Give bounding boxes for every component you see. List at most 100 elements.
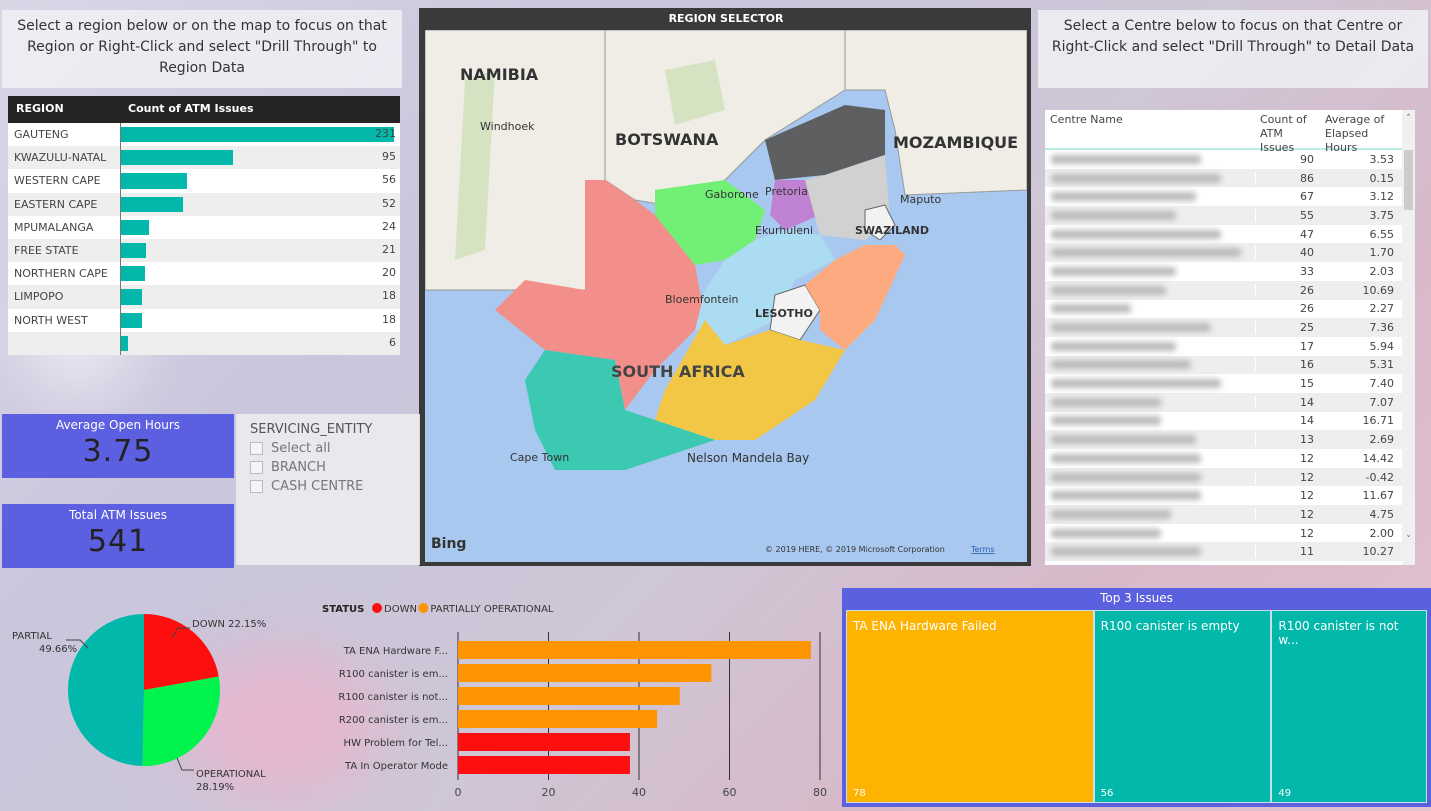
bar[interactable] bbox=[458, 641, 811, 659]
scroll-up-icon[interactable]: ˄ bbox=[1406, 114, 1411, 124]
legend-item[interactable]: DOWN bbox=[384, 604, 417, 615]
map-terms-link[interactable]: Terms bbox=[970, 545, 995, 554]
count-header[interactable]: Count of ATM Issues bbox=[1260, 113, 1307, 154]
map-canvas[interactable]: NAMIBIA Windhoek BOTSWANA Gaborone Preto… bbox=[424, 29, 1028, 562]
bar[interactable] bbox=[458, 687, 680, 705]
centre-row[interactable]: 86 0.15 bbox=[1045, 168, 1402, 188]
region-row[interactable]: 6 bbox=[8, 331, 400, 355]
checkbox[interactable] bbox=[250, 442, 263, 455]
kwazulu-natal-region[interactable] bbox=[805, 245, 905, 350]
tile-value: 78 bbox=[853, 788, 866, 799]
region-row[interactable]: NORTH WEST 18 bbox=[8, 308, 400, 332]
map-label-maputo: Maputo bbox=[900, 193, 941, 206]
northern-cape-region[interactable] bbox=[495, 180, 705, 410]
region-row[interactable]: KWAZULU-NATAL 95 bbox=[8, 146, 400, 170]
centre-row[interactable]: 13 2.69 bbox=[1045, 430, 1402, 449]
avg-hours-header[interactable]: Average of Elapsed Hours bbox=[1325, 113, 1385, 154]
region-bar-cell: 56 bbox=[120, 169, 400, 193]
x-tick-label: 40 bbox=[632, 786, 646, 799]
kpi-label: Total ATM Issues bbox=[69, 508, 167, 522]
region-row[interactable]: GAUTENG 231 bbox=[8, 123, 400, 147]
y-category-label: R100 canister is not... bbox=[338, 692, 448, 703]
centre-row[interactable]: 33 2.03 bbox=[1045, 262, 1402, 281]
centre-row[interactable]: 40 1.70 bbox=[1045, 243, 1402, 263]
centre-row[interactable]: 12 14.42 bbox=[1045, 449, 1402, 468]
count-column-header[interactable]: Count of ATM Issues bbox=[128, 102, 254, 115]
centre-name-redacted bbox=[1045, 229, 1255, 239]
table-scrollbar[interactable]: ˄ ˅ bbox=[1402, 110, 1415, 565]
centre-avg-hours: 10.69 bbox=[1362, 283, 1395, 297]
legend-item[interactable]: PARTIALLY OPERATIONAL bbox=[430, 604, 554, 615]
map-label-ekurhuleni: Ekurhuleni bbox=[755, 224, 813, 237]
bar[interactable] bbox=[458, 756, 630, 774]
centre-row[interactable]: 12 -0.42 bbox=[1045, 467, 1402, 487]
slicer-option-branch[interactable]: BRANCH bbox=[250, 460, 406, 475]
region-row[interactable]: EASTERN CAPE 52 bbox=[8, 192, 400, 216]
centre-row[interactable]: 14 7.07 bbox=[1045, 392, 1402, 412]
centre-table-header: Centre Name Count of ATM Issues Average … bbox=[1045, 110, 1415, 154]
checkbox[interactable] bbox=[250, 461, 263, 474]
slicer-option-cash-centre[interactable]: CASH CENTRE bbox=[250, 479, 406, 494]
pie-data-label: PARTIAL bbox=[12, 631, 52, 642]
gauteng-region[interactable] bbox=[770, 180, 820, 230]
centre-avg-hours: 6.55 bbox=[1369, 227, 1395, 241]
centre-row[interactable]: 17 5.94 bbox=[1045, 337, 1402, 356]
region-bar-cell: 231 bbox=[120, 123, 400, 147]
region-count: 6 bbox=[389, 335, 396, 349]
scroll-down-icon[interactable]: ˅ bbox=[1406, 535, 1411, 545]
treemap-tile[interactable]: R100 canister is not w... 49 bbox=[1271, 610, 1427, 803]
centre-name-redacted bbox=[1045, 379, 1255, 389]
western-cape-region[interactable] bbox=[525, 320, 715, 470]
treemap-tile[interactable]: R100 canister is empty 56 bbox=[1093, 610, 1272, 803]
pie-slice-operational[interactable] bbox=[142, 676, 220, 766]
region-selector-map[interactable]: REGION SELECTOR NAMIBIA Windhoek BOTSWAN… bbox=[419, 8, 1031, 566]
north-west-region[interactable] bbox=[655, 180, 765, 265]
centre-row[interactable]: 55 3.75 bbox=[1045, 206, 1402, 225]
centre-row[interactable]: 12 2.00 bbox=[1045, 524, 1402, 543]
centre-row[interactable]: 12 4.75 bbox=[1045, 505, 1402, 524]
pie-slice-partial[interactable] bbox=[67, 614, 144, 766]
x-tick-label: 80 bbox=[813, 786, 827, 799]
region-table-header: REGION Count of ATM Issues bbox=[8, 96, 400, 123]
centre-row[interactable]: 14 16.71 bbox=[1045, 412, 1402, 431]
legend-title: STATUS bbox=[322, 604, 364, 615]
centre-row[interactable]: 12 11.67 bbox=[1045, 486, 1402, 505]
scrollbar-thumb[interactable] bbox=[1404, 150, 1413, 210]
centre-row[interactable]: 16 5.31 bbox=[1045, 355, 1402, 375]
centre-row[interactable]: 26 10.69 bbox=[1045, 280, 1402, 300]
free-state-region[interactable] bbox=[695, 230, 835, 345]
slicer-title: SERVICING_ENTITY bbox=[250, 422, 373, 437]
region-count: 52 bbox=[382, 196, 396, 210]
region-row[interactable]: MPUMALANGA 24 bbox=[8, 215, 400, 239]
centre-row[interactable]: 26 2.27 bbox=[1045, 300, 1402, 319]
centre-name-redacted bbox=[1045, 192, 1255, 202]
centre-count: 11 bbox=[1255, 545, 1320, 559]
centre-row[interactable]: 47 6.55 bbox=[1045, 225, 1402, 244]
centre-name-header[interactable]: Centre Name bbox=[1050, 113, 1123, 126]
centre-row[interactable]: 11 10.27 bbox=[1045, 542, 1402, 562]
swaziland-region bbox=[864, 204, 896, 241]
slicer-option-select-all[interactable]: Select all bbox=[250, 441, 406, 456]
region-row[interactable]: WESTERN CAPE 56 bbox=[8, 169, 400, 193]
centre-avg-hours: 1.70 bbox=[1369, 246, 1395, 260]
treemap-tile[interactable]: TA ENA Hardware Failed 78 bbox=[846, 610, 1094, 803]
centre-avg-hours: 2.00 bbox=[1369, 526, 1395, 540]
centre-row[interactable]: 25 7.36 bbox=[1045, 318, 1402, 337]
region-row[interactable]: NORTHERN CAPE 20 bbox=[8, 262, 400, 286]
checkbox[interactable] bbox=[250, 480, 263, 493]
region-row[interactable]: LIMPOPO 18 bbox=[8, 285, 400, 309]
bar[interactable] bbox=[458, 710, 658, 728]
limpopo-region[interactable] bbox=[765, 105, 885, 180]
centre-row[interactable]: 67 3.12 bbox=[1045, 187, 1402, 206]
region-row[interactable]: FREE STATE 21 bbox=[8, 238, 400, 263]
map-label-swaziland: SWAZILAND bbox=[855, 224, 929, 237]
bar[interactable] bbox=[458, 664, 712, 682]
region-count: 18 bbox=[382, 289, 396, 303]
region-column-header[interactable]: REGION bbox=[16, 102, 64, 115]
centre-row[interactable]: 15 7.40 bbox=[1045, 374, 1402, 393]
eastern-cape-region[interactable] bbox=[655, 320, 845, 440]
centre-avg-hours: 7.40 bbox=[1369, 377, 1395, 391]
pie-slice-down[interactable] bbox=[144, 614, 219, 690]
bar[interactable] bbox=[458, 733, 630, 751]
centre-row[interactable]: 90 3.53 bbox=[1045, 150, 1402, 169]
